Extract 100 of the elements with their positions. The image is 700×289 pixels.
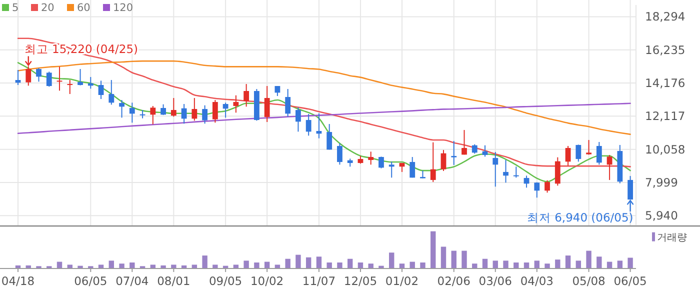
bar bbox=[555, 260, 560, 268]
bar bbox=[347, 258, 353, 268]
candlestick bbox=[296, 106, 301, 132]
bar bbox=[108, 260, 114, 268]
bar bbox=[544, 264, 550, 268]
candlestick bbox=[36, 68, 42, 82]
bar bbox=[606, 262, 612, 268]
bar bbox=[472, 264, 478, 268]
y-tick-label: 16,235 bbox=[645, 42, 686, 57]
candlestick bbox=[233, 94, 239, 114]
bar bbox=[399, 264, 405, 268]
x-tick-label: 04/03 bbox=[520, 274, 554, 288]
candlestick bbox=[56, 66, 62, 92]
candlestick bbox=[98, 80, 104, 100]
bar bbox=[202, 256, 208, 268]
candlestick bbox=[306, 113, 312, 136]
bar bbox=[26, 265, 31, 268]
candlestick bbox=[140, 109, 146, 119]
bar bbox=[306, 257, 312, 268]
candlestick bbox=[554, 156, 560, 186]
candlestick bbox=[388, 161, 394, 178]
bar bbox=[98, 264, 104, 268]
bar bbox=[462, 250, 467, 268]
bar bbox=[482, 258, 488, 268]
x-tick-label: 05/08 bbox=[572, 274, 606, 288]
candlestick bbox=[170, 97, 176, 118]
y-tick-label: 10,058 bbox=[645, 142, 686, 156]
candlestick bbox=[129, 102, 135, 124]
bar bbox=[15, 265, 21, 268]
legend-label: 20 bbox=[41, 2, 54, 14]
y-tick-label: 7,999 bbox=[645, 176, 678, 190]
candlestick bbox=[108, 80, 114, 106]
bar bbox=[326, 262, 332, 268]
candlestick bbox=[326, 123, 332, 150]
bar bbox=[119, 264, 124, 268]
bar bbox=[440, 246, 446, 268]
bar bbox=[430, 231, 436, 268]
bar bbox=[244, 260, 249, 268]
bar bbox=[264, 262, 270, 268]
candlestick bbox=[378, 156, 384, 169]
x-tick-label: 06/05 bbox=[74, 274, 108, 288]
candlestick bbox=[472, 144, 478, 154]
bar bbox=[150, 264, 156, 268]
x-tick-label: 10/02 bbox=[250, 274, 284, 288]
x-tick-label: 01/02 bbox=[385, 274, 419, 288]
candlestick bbox=[513, 166, 519, 178]
candlestick bbox=[430, 142, 436, 182]
candlestick bbox=[274, 86, 280, 96]
bar bbox=[130, 262, 135, 268]
bar bbox=[534, 260, 540, 268]
candlestick bbox=[606, 154, 612, 180]
candlestick bbox=[503, 159, 508, 184]
candlestick bbox=[596, 141, 602, 166]
candlestick bbox=[534, 182, 540, 198]
candlestick bbox=[202, 104, 208, 124]
annotation: 최저 6,940 (06/05) bbox=[526, 210, 634, 225]
bar bbox=[596, 256, 602, 268]
candlestick bbox=[451, 140, 457, 166]
candlestick bbox=[160, 104, 166, 116]
x-tick-label: 03/06 bbox=[478, 274, 512, 288]
legend-label: 120 bbox=[113, 2, 134, 14]
x-tick-label: 11/07 bbox=[302, 274, 336, 288]
candlestick bbox=[576, 144, 582, 162]
candlestick bbox=[586, 139, 592, 156]
bar bbox=[160, 265, 166, 268]
legend-label: 5 bbox=[12, 2, 19, 14]
candlestick bbox=[212, 99, 218, 124]
candlestick bbox=[285, 88, 291, 118]
candlestick bbox=[544, 180, 550, 194]
bar bbox=[192, 264, 198, 268]
bar bbox=[181, 265, 187, 268]
bar bbox=[503, 260, 508, 268]
candlestick bbox=[181, 104, 187, 124]
candlestick bbox=[410, 156, 416, 178]
candlestick bbox=[565, 145, 571, 166]
x-tick-label: 02/06 bbox=[437, 274, 470, 288]
bar bbox=[420, 262, 426, 268]
bar bbox=[56, 262, 62, 268]
candlestick bbox=[524, 175, 530, 188]
bar bbox=[233, 264, 239, 268]
bar bbox=[576, 260, 582, 268]
candlestick bbox=[492, 151, 498, 188]
candlestick bbox=[222, 102, 228, 118]
y-tick-label: 14,176 bbox=[645, 76, 686, 90]
x-tick-label: 06/05 bbox=[614, 274, 647, 288]
x-tick-label: 09/05 bbox=[208, 274, 242, 288]
bar bbox=[410, 262, 415, 268]
candlestick bbox=[78, 68, 83, 86]
x-tick-label: 04/18 bbox=[1, 274, 35, 288]
x-tick-label: 08/01 bbox=[157, 274, 190, 288]
bar bbox=[514, 262, 519, 268]
line-series bbox=[17, 60, 631, 135]
y-tick-label: 5,940 bbox=[645, 208, 678, 223]
bar bbox=[368, 264, 374, 268]
bar bbox=[337, 262, 342, 268]
y-tick-label: 12,117 bbox=[645, 109, 686, 124]
candlestick bbox=[440, 149, 446, 172]
x-tick-label: 12/05 bbox=[344, 274, 378, 288]
candlestick bbox=[26, 66, 32, 86]
candlestick bbox=[337, 142, 342, 166]
